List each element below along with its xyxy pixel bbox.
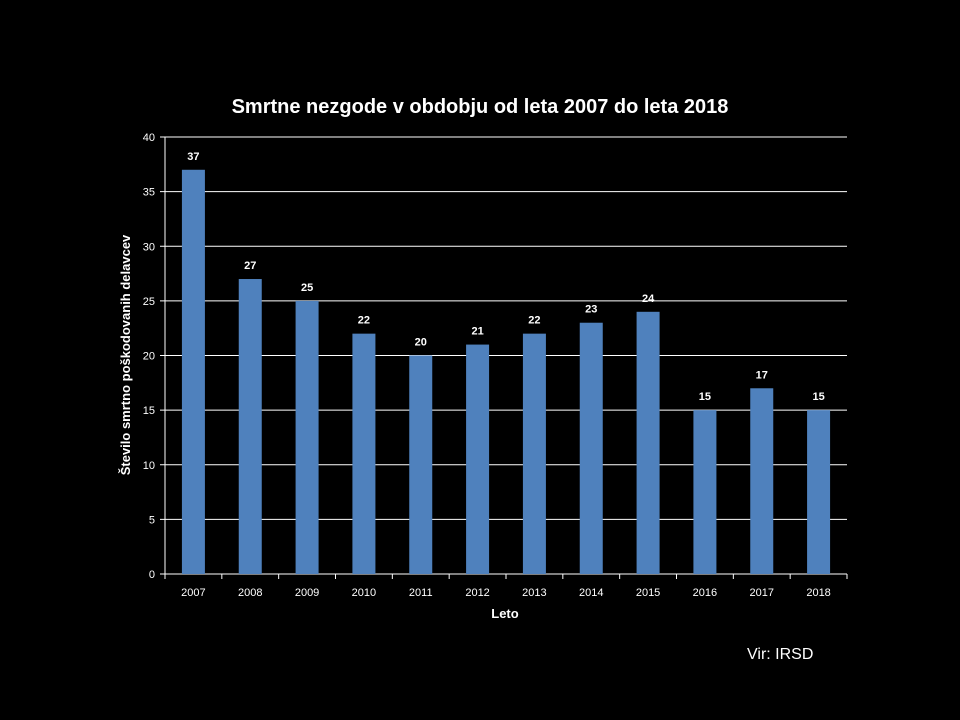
x-tick-label: 2011: [409, 587, 433, 599]
bar-2012: [466, 344, 490, 574]
y-tick-label: 0: [149, 569, 155, 581]
y-tick-label: 20: [143, 351, 155, 363]
data-label-2009: 25: [301, 282, 313, 294]
x-tick-label: 2017: [750, 587, 774, 599]
bar-2014: [579, 322, 603, 574]
x-tick-label: 2012: [465, 587, 489, 599]
y-tick-label: 30: [143, 241, 155, 253]
bar-2013: [522, 333, 546, 574]
y-tick-label: 40: [143, 132, 155, 144]
gridlines: [165, 136, 847, 520]
data-label-2018: 15: [812, 391, 824, 403]
x-tick-label: 2009: [295, 587, 319, 599]
data-label-2010: 22: [358, 315, 370, 327]
data-label-2014: 23: [585, 304, 597, 316]
bar-2008: [238, 279, 262, 574]
data-label-2015: 24: [642, 293, 655, 305]
data-label-2011: 20: [415, 337, 427, 349]
axes: [160, 136, 848, 579]
bar-2011: [409, 355, 433, 574]
data-label-2013: 22: [528, 315, 540, 327]
data-labels: 37 27 25 22 20 21 22 23 24 15 17 15: [187, 151, 824, 403]
y-tick-label: 5: [149, 514, 155, 526]
y-tick-label: 25: [143, 296, 155, 308]
data-label-2008: 27: [244, 260, 256, 272]
bar-2010: [352, 333, 376, 574]
y-tick-label: 10: [143, 460, 155, 472]
x-tick-label: 2016: [693, 587, 717, 599]
x-axis-title: Leto: [491, 606, 519, 621]
x-tick-label: 2015: [636, 587, 660, 599]
x-tick-label: 2008: [238, 587, 262, 599]
data-label-2012: 21: [471, 326, 483, 338]
source-note: Vir: IRSD: [747, 646, 814, 663]
bar-2017: [750, 388, 774, 574]
data-label-2017: 17: [756, 369, 768, 381]
data-label-2016: 15: [699, 391, 711, 403]
data-label-2007: 37: [187, 151, 199, 163]
x-tick-label: 2013: [522, 587, 546, 599]
tick-labels: 0 5 10 15 20 25 30 35 40 2007 2008 2009 2010 2011 2012…: [143, 132, 831, 599]
x-tick-label: 2007: [181, 587, 205, 599]
x-tick-label: 2018: [806, 587, 830, 599]
bar-2018: [807, 410, 831, 574]
y-tick-label: 35: [143, 187, 155, 199]
x-tick-label: 2010: [352, 587, 376, 599]
bar-2009: [295, 300, 319, 574]
x-tick-label: 2014: [579, 587, 603, 599]
bar-2016: [693, 410, 717, 574]
y-tick-label: 15: [143, 405, 155, 417]
bar-2015: [636, 311, 660, 574]
y-axis-title: Število smrtno poškodovanih delavcev: [118, 234, 133, 475]
bars: [181, 169, 831, 574]
chart-title: Smrtne nezgode v obdobju od leta 2007 do…: [232, 96, 729, 118]
bar-2007: [181, 169, 205, 574]
